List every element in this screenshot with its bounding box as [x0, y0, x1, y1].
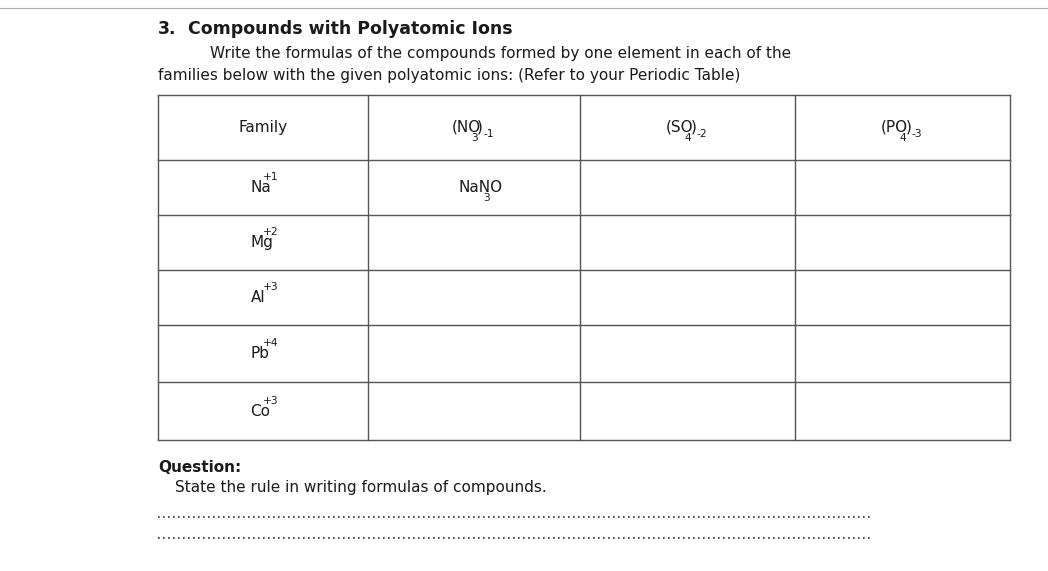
Text: Question:: Question:	[158, 460, 241, 475]
Text: Co: Co	[250, 404, 270, 419]
Text: NaNO: NaNO	[458, 180, 502, 195]
Text: +3: +3	[263, 396, 279, 406]
Text: Compounds with Polyatomic Ions: Compounds with Polyatomic Ions	[188, 20, 512, 38]
Text: Na: Na	[250, 180, 271, 195]
Text: ): )	[905, 120, 912, 135]
Text: (NO: (NO	[452, 120, 481, 135]
Text: 3: 3	[471, 133, 478, 143]
Text: (PO: (PO	[880, 120, 908, 135]
Text: Family: Family	[239, 120, 287, 135]
Text: Pb: Pb	[250, 346, 269, 361]
Text: Al: Al	[250, 290, 265, 305]
Text: +2: +2	[263, 227, 279, 237]
Text: Mg: Mg	[250, 235, 274, 250]
Text: +3: +3	[263, 282, 279, 292]
Text: -3: -3	[912, 130, 922, 139]
Text: 3: 3	[483, 193, 490, 203]
Text: -1: -1	[483, 130, 494, 139]
Text: 4: 4	[899, 133, 907, 143]
Text: families below with the given polyatomic ions: (Refer to your Periodic Table): families below with the given polyatomic…	[158, 68, 740, 83]
Text: ): )	[477, 120, 483, 135]
Text: 3.: 3.	[158, 20, 176, 38]
Text: 4: 4	[684, 133, 691, 143]
Text: Write the formulas of the compounds formed by one element in each of the: Write the formulas of the compounds form…	[210, 46, 791, 61]
Text: (SO: (SO	[665, 120, 693, 135]
Text: -2: -2	[697, 130, 707, 139]
Text: ): )	[691, 120, 697, 135]
Text: +1: +1	[263, 172, 279, 182]
Text: +4: +4	[263, 338, 279, 348]
Text: State the rule in writing formulas of compounds.: State the rule in writing formulas of co…	[175, 480, 547, 495]
